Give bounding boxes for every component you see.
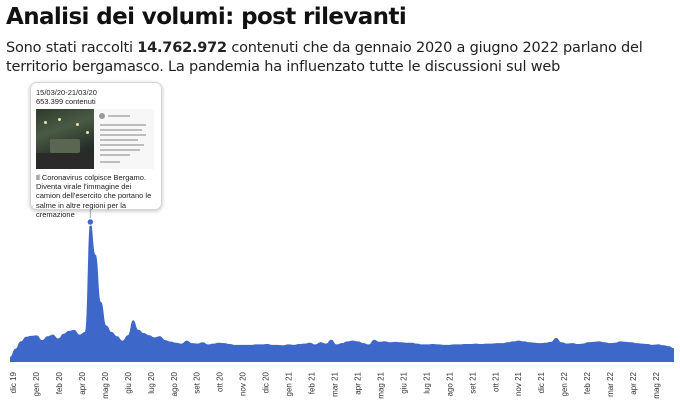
x-tick-label: ott 20 xyxy=(216,371,225,392)
x-tick-label: ago 20 xyxy=(170,371,179,396)
x-tick-label: feb 21 xyxy=(308,371,317,394)
x-tick-label: set 21 xyxy=(468,371,477,393)
subtitle-text-before: Sono stati raccolti xyxy=(6,40,138,56)
tooltip-post-image xyxy=(36,109,154,169)
x-tick-label: gen 21 xyxy=(285,371,294,396)
x-tick-label: apr 21 xyxy=(354,371,363,394)
page-title: Analisi dei volumi: post rilevanti xyxy=(6,4,407,30)
marker-layer xyxy=(86,210,95,226)
army-trucks-photo xyxy=(36,109,94,169)
page-subtitle: Sono stati raccolti 14.762.972 contenuti… xyxy=(6,39,674,77)
x-axis-ticks: dic 19 gen 20 feb 20 apr 20 mag 20 giu 20 lug … xyxy=(9,371,661,398)
x-tick-label: giu 21 xyxy=(399,371,408,393)
tooltip-description: Il Coronavirus colpisce Bergamo. Diventa… xyxy=(36,173,152,219)
x-tick-label: apr 20 xyxy=(78,371,87,394)
volume-area xyxy=(10,222,674,362)
tooltip-count: 653.399 contenuti xyxy=(36,97,96,106)
peak-tooltip: 15/03/20-21/03/20 653.399 contenuti Il C… xyxy=(30,82,162,219)
x-tick-label: giu 20 xyxy=(124,371,133,393)
subtitle-text-after: contenuti che da gennaio 2020 a giugno 2… xyxy=(6,40,643,75)
x-tick-label: mag 20 xyxy=(101,371,110,398)
x-tick-label: dic 21 xyxy=(537,371,546,393)
x-tick-label: feb 22 xyxy=(583,371,592,394)
social-post-preview xyxy=(94,109,154,169)
x-tick-label: ott 21 xyxy=(491,371,500,392)
x-tick-label: mar 21 xyxy=(331,371,340,396)
x-tick-label: nov 21 xyxy=(514,371,523,396)
x-tick-label: gen 22 xyxy=(560,371,569,396)
area-layer xyxy=(10,222,674,362)
total-count: 14.762.972 xyxy=(137,40,227,56)
x-tick-label: dic 20 xyxy=(262,371,271,393)
x-tick-label: dic 19 xyxy=(9,371,18,393)
x-tick-label: ago 21 xyxy=(445,371,454,396)
x-tick-label: apr 22 xyxy=(629,371,638,394)
tooltip-date-range: 15/03/20-21/03/20 xyxy=(36,88,97,97)
x-tick-label: mag 21 xyxy=(376,371,385,398)
x-tick-label: mag 22 xyxy=(652,371,661,398)
x-tick-label: mar 22 xyxy=(606,371,615,396)
x-tick-label: set 20 xyxy=(193,371,202,393)
x-tick-label: feb 20 xyxy=(55,371,64,394)
x-tick-label: lug 21 xyxy=(422,371,431,393)
x-tick-label: gen 20 xyxy=(32,371,41,396)
peak-marker[interactable] xyxy=(86,218,95,226)
x-tick-label: nov 20 xyxy=(239,371,248,396)
x-tick-label: lug 20 xyxy=(147,371,156,393)
